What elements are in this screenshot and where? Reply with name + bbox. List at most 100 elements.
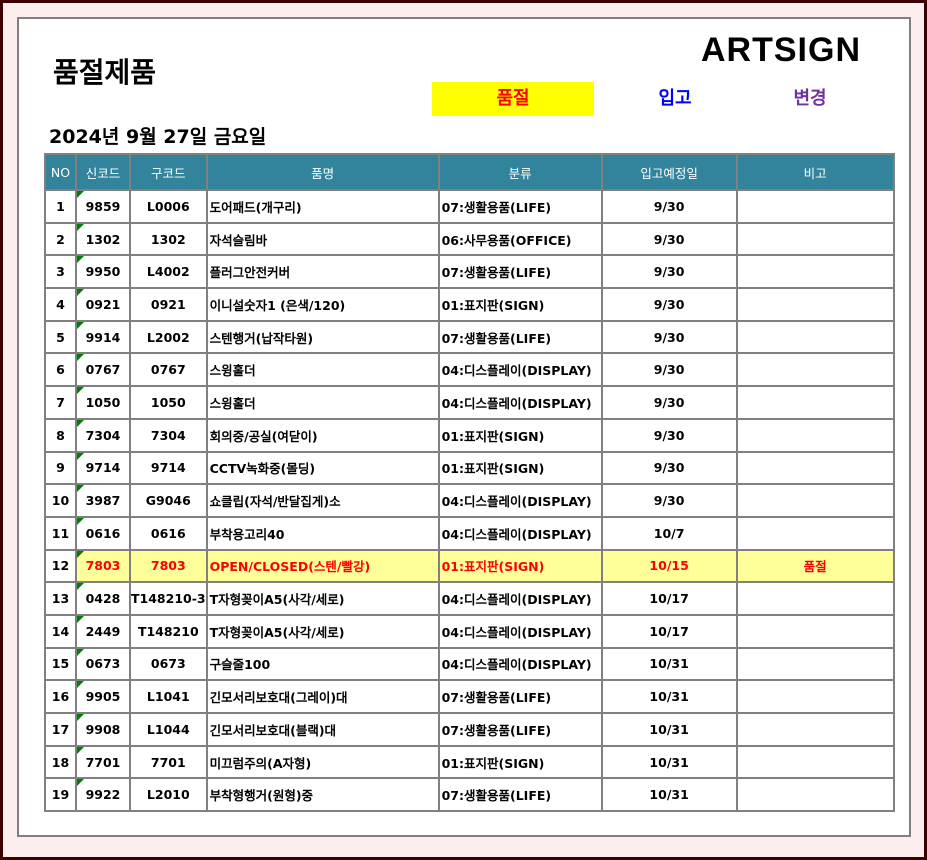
- row-number[interactable]: 6: [44, 352, 77, 388]
- note[interactable]: [735, 287, 895, 322]
- old-code[interactable]: 7701: [129, 744, 208, 780]
- column-header[interactable]: 비고: [735, 153, 895, 191]
- product-name[interactable]: 스윙홀더: [205, 385, 440, 420]
- note[interactable]: [735, 744, 895, 780]
- restock-date[interactable]: 10/31: [600, 777, 738, 813]
- new-code[interactable]: 2449: [75, 613, 131, 649]
- row-number[interactable]: 3: [44, 254, 77, 290]
- row-number[interactable]: 10: [44, 483, 77, 518]
- old-code[interactable]: T148210-3: [129, 581, 208, 616]
- restock-date[interactable]: 10/31: [600, 646, 738, 682]
- category[interactable]: 01:표지판(SIGN): [437, 287, 603, 322]
- note[interactable]: 품절: [735, 548, 895, 584]
- category[interactable]: 01:표지판(SIGN): [437, 744, 603, 780]
- column-header[interactable]: 품명: [205, 153, 440, 191]
- product-name[interactable]: 긴모서리보호대(그레이)대: [205, 679, 440, 714]
- product-name[interactable]: 플러그안전커버: [205, 254, 440, 290]
- restock-date[interactable]: 9/30: [600, 189, 738, 224]
- row-number[interactable]: 2: [44, 221, 77, 257]
- category[interactable]: 01:표지판(SIGN): [437, 450, 603, 486]
- product-name[interactable]: 회의중/공실(여닫이): [205, 417, 440, 453]
- product-name[interactable]: 이니설숫자1 (은색/120): [205, 287, 440, 322]
- product-name[interactable]: 부착형행거(원형)중: [205, 777, 440, 813]
- new-code[interactable]: 1302: [75, 221, 131, 257]
- old-code[interactable]: 9714: [129, 450, 208, 486]
- restock-date[interactable]: 9/30: [600, 483, 738, 518]
- category[interactable]: 07:생활용품(LIFE): [437, 189, 603, 224]
- note[interactable]: [735, 385, 895, 420]
- old-code[interactable]: 1050: [129, 385, 208, 420]
- new-code[interactable]: 0616: [75, 515, 131, 551]
- row-number[interactable]: 9: [44, 450, 77, 486]
- old-code[interactable]: L1044: [129, 712, 208, 747]
- note[interactable]: [735, 777, 895, 813]
- product-name[interactable]: OPEN/CLOSED(스텐/빨강): [205, 548, 440, 584]
- note[interactable]: [735, 189, 895, 224]
- row-number[interactable]: 19: [44, 777, 77, 813]
- note[interactable]: [735, 613, 895, 649]
- category[interactable]: 04:디스플레이(DISPLAY): [437, 515, 603, 551]
- note[interactable]: [735, 417, 895, 453]
- row-number[interactable]: 18: [44, 744, 77, 780]
- new-code[interactable]: 1050: [75, 385, 131, 420]
- new-code[interactable]: 9908: [75, 712, 131, 747]
- new-code[interactable]: 0767: [75, 352, 131, 388]
- note[interactable]: [735, 352, 895, 388]
- row-number[interactable]: 8: [44, 417, 77, 453]
- old-code[interactable]: 7304: [129, 417, 208, 453]
- restock-date[interactable]: 10/31: [600, 744, 738, 780]
- new-code[interactable]: 0428: [75, 581, 131, 616]
- restock-date[interactable]: 9/30: [600, 221, 738, 257]
- restock-date[interactable]: 9/30: [600, 417, 738, 453]
- category[interactable]: 01:표지판(SIGN): [437, 417, 603, 453]
- product-name[interactable]: 도어패드(개구리): [205, 189, 440, 224]
- old-code[interactable]: 0921: [129, 287, 208, 322]
- column-header[interactable]: NO: [44, 153, 77, 191]
- old-code[interactable]: 1302: [129, 221, 208, 257]
- column-header[interactable]: 입고예정일: [600, 153, 738, 191]
- restock-date[interactable]: 9/30: [600, 254, 738, 290]
- product-name[interactable]: 긴모서리보호대(블랙)대: [205, 712, 440, 747]
- row-number[interactable]: 16: [44, 679, 77, 714]
- row-number[interactable]: 11: [44, 515, 77, 551]
- column-header[interactable]: 분류: [437, 153, 603, 191]
- product-name[interactable]: T자형꽂이A5(사각/세로): [205, 613, 440, 649]
- restock-date[interactable]: 9/30: [600, 450, 738, 486]
- change-button[interactable]: 변경: [793, 88, 827, 109]
- soldout-button[interactable]: 품절: [432, 82, 594, 116]
- product-name[interactable]: 자석슬림바: [205, 221, 440, 257]
- category[interactable]: 04:디스플레이(DISPLAY): [437, 483, 603, 518]
- category[interactable]: 04:디스플레이(DISPLAY): [437, 613, 603, 649]
- note[interactable]: [735, 483, 895, 518]
- category[interactable]: 07:생활용품(LIFE): [437, 254, 603, 290]
- category[interactable]: 04:디스플레이(DISPLAY): [437, 581, 603, 616]
- category[interactable]: 07:생활용품(LIFE): [437, 679, 603, 714]
- new-code[interactable]: 9859: [75, 189, 131, 224]
- category[interactable]: 06:사무용품(OFFICE): [437, 221, 603, 257]
- new-code[interactable]: 9714: [75, 450, 131, 486]
- restock-date[interactable]: 10/7: [600, 515, 738, 551]
- row-number[interactable]: 7: [44, 385, 77, 420]
- row-number[interactable]: 5: [44, 319, 77, 355]
- category[interactable]: 04:디스플레이(DISPLAY): [437, 646, 603, 682]
- old-code[interactable]: G9046: [129, 483, 208, 518]
- restock-date[interactable]: 10/31: [600, 679, 738, 714]
- new-code[interactable]: 0673: [75, 646, 131, 682]
- restock-date[interactable]: 10/31: [600, 712, 738, 747]
- row-number[interactable]: 13: [44, 581, 77, 616]
- new-code[interactable]: 7701: [75, 744, 131, 780]
- note[interactable]: [735, 450, 895, 486]
- note[interactable]: [735, 712, 895, 747]
- new-code[interactable]: 7803: [75, 548, 131, 584]
- restock-date[interactable]: 9/30: [600, 352, 738, 388]
- restock-date[interactable]: 10/17: [600, 581, 738, 616]
- old-code[interactable]: L2010: [129, 777, 208, 813]
- row-number[interactable]: 17: [44, 712, 77, 747]
- new-code[interactable]: 9922: [75, 777, 131, 813]
- old-code[interactable]: 0767: [129, 352, 208, 388]
- restock-button[interactable]: 입고: [658, 88, 692, 109]
- product-name[interactable]: 스윙홀더: [205, 352, 440, 388]
- new-code[interactable]: 0921: [75, 287, 131, 322]
- category[interactable]: 01:표지판(SIGN): [437, 548, 603, 584]
- note[interactable]: [735, 221, 895, 257]
